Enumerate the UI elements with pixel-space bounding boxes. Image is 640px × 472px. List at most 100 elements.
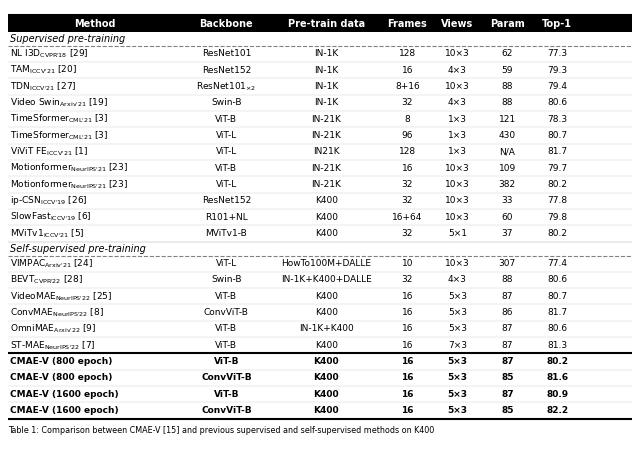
Text: ip-CSN$_{\rm ICCV'19}$ [26]: ip-CSN$_{\rm ICCV'19}$ [26] xyxy=(10,194,88,207)
Text: 16: 16 xyxy=(402,292,413,301)
Text: CMAE-V (800 epoch): CMAE-V (800 epoch) xyxy=(10,373,113,382)
Text: 79.3: 79.3 xyxy=(547,66,568,75)
Text: VideoMAE$_{\rm NeurIPS'22}$ [25]: VideoMAE$_{\rm NeurIPS'22}$ [25] xyxy=(10,290,113,303)
Text: TAM$_{\rm ICCV'21}$ [20]: TAM$_{\rm ICCV'21}$ [20] xyxy=(10,64,77,76)
Text: Param: Param xyxy=(490,18,525,29)
Text: 4×3: 4×3 xyxy=(448,66,467,75)
Text: 33: 33 xyxy=(502,196,513,205)
Text: IN-21K: IN-21K xyxy=(311,115,341,124)
Text: 4×3: 4×3 xyxy=(448,98,467,107)
Text: 79.7: 79.7 xyxy=(547,164,568,173)
Text: 10×3: 10×3 xyxy=(445,164,470,173)
Text: K400: K400 xyxy=(315,341,338,350)
Text: MViTv1-B: MViTv1-B xyxy=(205,229,247,238)
Text: ViT-L: ViT-L xyxy=(216,131,237,140)
Text: K400: K400 xyxy=(315,196,338,205)
Text: CMAE-V (800 epoch): CMAE-V (800 epoch) xyxy=(10,357,113,366)
Text: 77.8: 77.8 xyxy=(547,196,568,205)
Bar xyxy=(8,16,632,32)
Text: 80.7: 80.7 xyxy=(547,292,568,301)
Text: ViT-B: ViT-B xyxy=(215,324,237,334)
Text: 10×3: 10×3 xyxy=(445,50,470,59)
Text: 87: 87 xyxy=(502,324,513,334)
Text: 10: 10 xyxy=(402,259,413,268)
Text: 85: 85 xyxy=(501,406,513,415)
Text: 10×3: 10×3 xyxy=(445,82,470,91)
Text: 80.2: 80.2 xyxy=(547,229,567,238)
Text: 5×3: 5×3 xyxy=(448,308,467,317)
Text: NL I3D$_{\rm CVPR'18}$ [29]: NL I3D$_{\rm CVPR'18}$ [29] xyxy=(10,48,89,60)
Text: Self-supervised pre-training: Self-supervised pre-training xyxy=(10,244,146,253)
Text: TimeSformer$_{\rm CML'21}$ [3]: TimeSformer$_{\rm CML'21}$ [3] xyxy=(10,129,109,142)
Text: 80.9: 80.9 xyxy=(546,390,568,399)
Text: 86: 86 xyxy=(502,308,513,317)
Text: 87: 87 xyxy=(502,292,513,301)
Text: Supervised pre-training: Supervised pre-training xyxy=(10,34,125,44)
Text: 87: 87 xyxy=(502,341,513,350)
Text: 10×3: 10×3 xyxy=(445,259,470,268)
Text: 85: 85 xyxy=(501,373,513,382)
Text: 16+64: 16+64 xyxy=(392,212,422,222)
Text: ConvViT-B: ConvViT-B xyxy=(201,373,252,382)
Text: 5×3: 5×3 xyxy=(448,292,467,301)
Text: Swin-B: Swin-B xyxy=(211,98,241,107)
Text: ViT-B: ViT-B xyxy=(215,292,237,301)
Text: 77.4: 77.4 xyxy=(547,259,567,268)
Text: 16: 16 xyxy=(401,406,413,415)
Text: 32: 32 xyxy=(402,196,413,205)
Text: 77.3: 77.3 xyxy=(547,50,568,59)
Text: K400: K400 xyxy=(314,357,339,366)
Text: Backbone: Backbone xyxy=(200,18,253,29)
Text: 37: 37 xyxy=(502,229,513,238)
Text: 87: 87 xyxy=(501,357,514,366)
Text: 128: 128 xyxy=(399,50,416,59)
Text: 80.2: 80.2 xyxy=(547,357,568,366)
Text: 430: 430 xyxy=(499,131,516,140)
Text: 78.3: 78.3 xyxy=(547,115,568,124)
Text: ViViT FE$_{\rm ICCV'21}$ [1]: ViViT FE$_{\rm ICCV'21}$ [1] xyxy=(10,145,88,158)
Text: K400: K400 xyxy=(315,292,338,301)
Text: 16: 16 xyxy=(402,66,413,75)
Text: ViT-B: ViT-B xyxy=(214,390,239,399)
Text: Swin-B: Swin-B xyxy=(211,276,241,285)
Text: 4×3: 4×3 xyxy=(448,276,467,285)
Text: Views: Views xyxy=(441,18,474,29)
Text: 88: 88 xyxy=(502,82,513,91)
Text: IN-21K: IN-21K xyxy=(311,180,341,189)
Text: HowTo100M+DALLE: HowTo100M+DALLE xyxy=(281,259,371,268)
Text: 80.6: 80.6 xyxy=(547,324,568,334)
Text: ViT-L: ViT-L xyxy=(216,259,237,268)
Text: IN-21K: IN-21K xyxy=(311,164,341,173)
Text: Frames: Frames xyxy=(388,18,428,29)
Text: OmniMAE$_{\rm Arxiv'22}$ [9]: OmniMAE$_{\rm Arxiv'22}$ [9] xyxy=(10,323,97,335)
Text: 80.2: 80.2 xyxy=(547,180,567,189)
Text: 16: 16 xyxy=(402,164,413,173)
Text: 60: 60 xyxy=(502,212,513,222)
Text: ResNet101$_{\times 2}$: ResNet101$_{\times 2}$ xyxy=(196,80,257,93)
Text: IN-1K: IN-1K xyxy=(314,50,339,59)
Text: 16: 16 xyxy=(402,341,413,350)
Text: Motionformer$_{\rm NeurIPS'21}$ [23]: Motionformer$_{\rm NeurIPS'21}$ [23] xyxy=(10,178,129,191)
Text: N/A: N/A xyxy=(499,147,515,156)
Text: K400: K400 xyxy=(315,308,338,317)
Text: ViT-B: ViT-B xyxy=(214,357,239,366)
Text: 5×3: 5×3 xyxy=(447,357,467,366)
Text: 62: 62 xyxy=(502,50,513,59)
Text: 32: 32 xyxy=(402,276,413,285)
Text: 16: 16 xyxy=(401,357,413,366)
Text: 59: 59 xyxy=(502,66,513,75)
Text: 79.8: 79.8 xyxy=(547,212,568,222)
Text: Pre-train data: Pre-train data xyxy=(288,18,365,29)
Text: 5×3: 5×3 xyxy=(448,324,467,334)
Text: IN-21K: IN-21K xyxy=(311,131,341,140)
Text: 81.6: 81.6 xyxy=(546,373,568,382)
Text: K400: K400 xyxy=(315,229,338,238)
Text: CMAE-V (1600 epoch): CMAE-V (1600 epoch) xyxy=(10,390,119,399)
Text: 32: 32 xyxy=(402,229,413,238)
Text: TimeSformer$_{\rm CML'21}$ [3]: TimeSformer$_{\rm CML'21}$ [3] xyxy=(10,113,109,126)
Text: K400: K400 xyxy=(315,212,338,222)
Text: 109: 109 xyxy=(499,164,516,173)
Text: 80.7: 80.7 xyxy=(547,131,568,140)
Text: ViT-L: ViT-L xyxy=(216,147,237,156)
Text: Table 1: Comparison between CMAE-V [15] and previous supervised and self-supervi: Table 1: Comparison between CMAE-V [15] … xyxy=(8,426,434,435)
